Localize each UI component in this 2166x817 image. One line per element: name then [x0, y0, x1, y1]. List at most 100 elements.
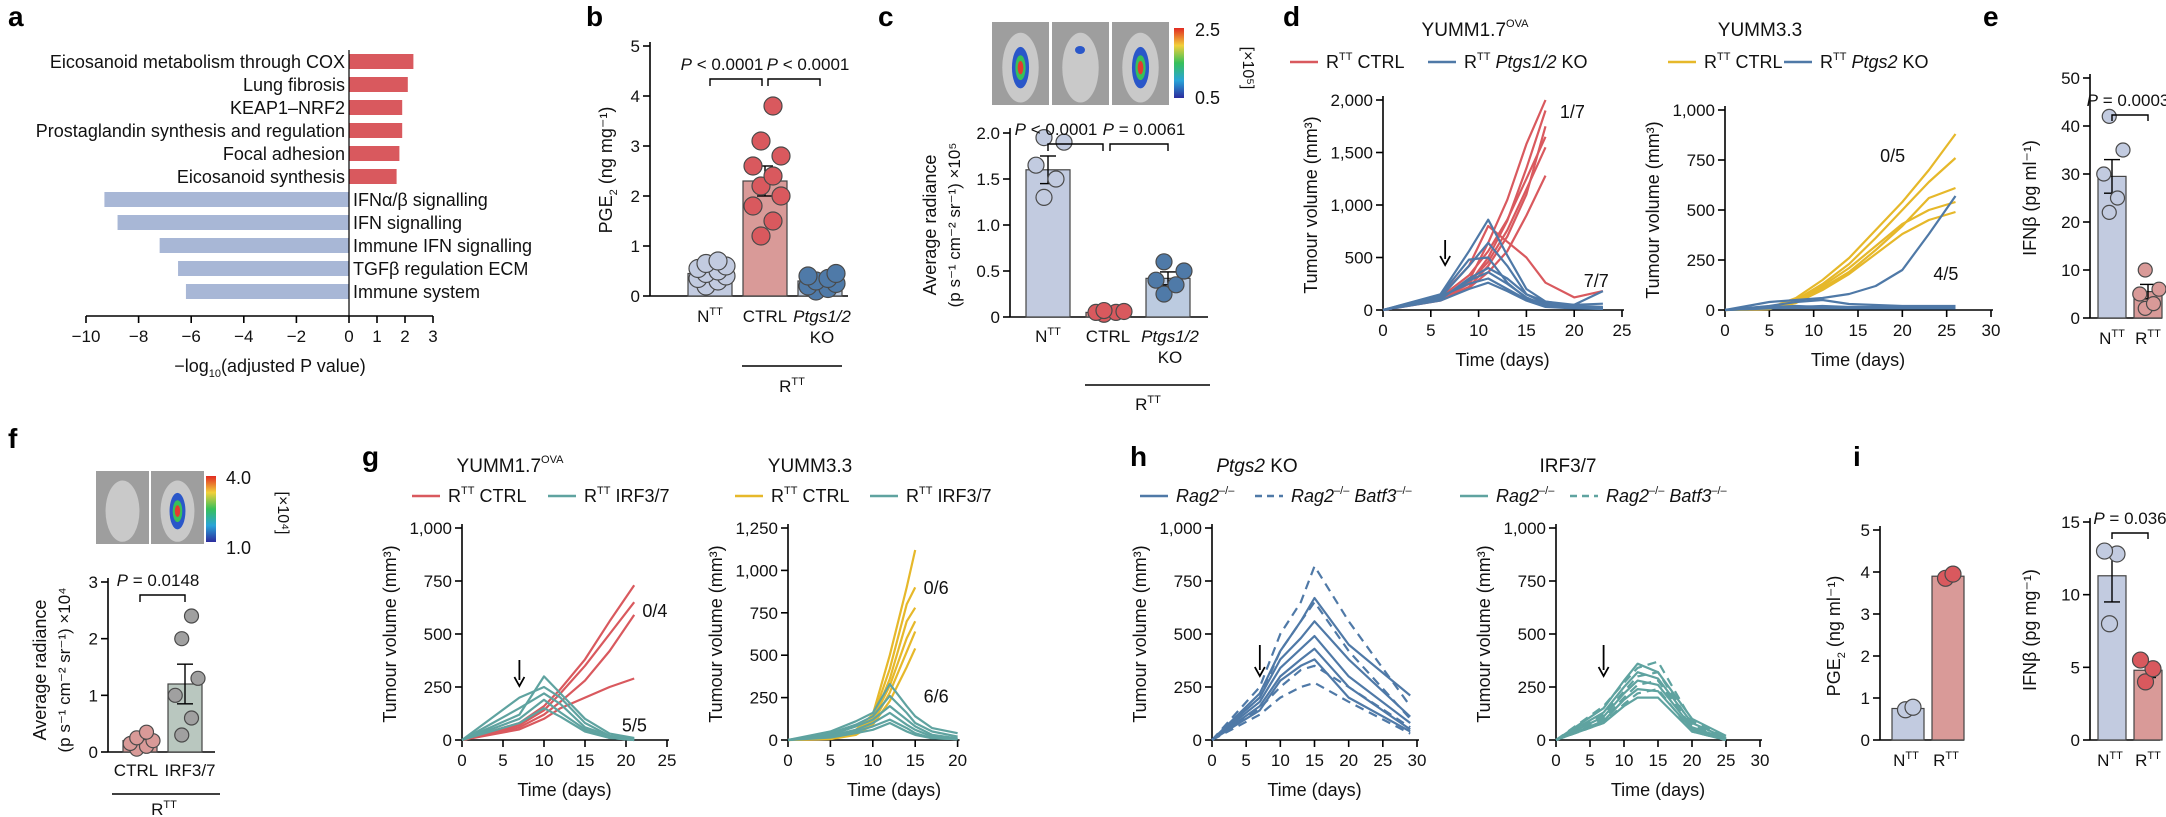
x-tick-label: 10 — [535, 751, 554, 770]
text-part: R — [2135, 751, 2147, 770]
text-part: R — [584, 486, 597, 506]
x-tick-label: 15 — [576, 751, 595, 770]
text-part: CTRL — [1086, 327, 1130, 346]
x-axis-label: Time (days) — [1611, 780, 1705, 800]
category-label: Ptgs1/2 — [793, 307, 851, 326]
text-part: Tumour volume (mm³) — [1474, 545, 1494, 722]
y-tick-label: 0 — [443, 731, 452, 750]
data-point — [138, 724, 155, 740]
series-line-1-5 — [787, 721, 958, 742]
p-value-label: P = 0.0003 — [2087, 91, 2166, 110]
text-part: TT — [709, 306, 723, 318]
text-part: OVA — [541, 454, 564, 466]
pathway-label: TGFβ regulation ECM — [353, 259, 528, 279]
text-part: R — [2135, 329, 2147, 348]
y-tick-label: 5 — [2071, 658, 2080, 677]
bar-1 — [1931, 575, 1965, 741]
data-point — [1055, 133, 1073, 151]
legend-label: Rag2–/– Batf3–/– — [1291, 485, 1413, 506]
text-part: IFNβ (pg ml⁻¹) — [2020, 140, 2040, 256]
y-tick-label: 1 — [1861, 689, 1870, 708]
text-part: Tumour volume (mm³) — [1301, 116, 1321, 293]
x-axis-label: Time (days) — [1811, 350, 1905, 370]
p-value-label: P < 0.0001 — [767, 55, 850, 74]
text-part: Average radiance — [920, 155, 940, 296]
data-point — [1155, 253, 1173, 271]
x-tick-label: 0 — [1378, 321, 1387, 340]
category-label: Ptgs1/2 — [1141, 327, 1199, 346]
y-axis-label: Tumour volume (mm³) — [706, 545, 726, 722]
bar-down-3 — [178, 261, 349, 276]
fraction-annotation: 7/7 — [1584, 271, 1609, 291]
y-tick-label: 0 — [1706, 301, 1715, 320]
x-tick-label: 20 — [948, 751, 967, 770]
pathway-label: Immune system — [353, 282, 480, 302]
series-line-1-1 — [1555, 671, 1727, 741]
x-tick-label: 0 — [1551, 751, 1560, 770]
text-part: Rag2 — [1176, 486, 1219, 506]
category-label: RTT — [1933, 750, 1959, 770]
bar-down-4 — [185, 284, 349, 299]
fraction-annotation: 0/5 — [1880, 146, 1905, 166]
series-line-0-5 — [787, 647, 917, 742]
x-tick-label: 10 — [1469, 321, 1488, 340]
colorbar-max-label: 2.5 — [1195, 20, 1220, 40]
text-part: CTRL — [474, 486, 526, 506]
text-part: R — [1464, 52, 1477, 72]
y-tick-label: 0 — [1193, 731, 1202, 750]
text-part: TT — [919, 485, 933, 497]
colorbar-min-label: 1.0 — [226, 538, 251, 558]
text-part: Batf3 — [1349, 486, 1396, 506]
bar-down-1 — [117, 215, 349, 230]
y-tick-label: 0 — [2071, 731, 2080, 750]
text-part: Average radiance — [30, 600, 50, 741]
text-part: Batf3 — [1664, 486, 1711, 506]
mouse-body-icon — [1062, 32, 1099, 103]
text-part: TT — [1717, 51, 1731, 63]
chart-title: Ptgs2 KO — [1216, 456, 1297, 477]
text-part: 10 — [209, 368, 221, 380]
y-tick-label: 1,000 — [1159, 519, 1202, 538]
significance-bracket — [1047, 143, 1104, 151]
chart-title: YUMM1.7OVA — [1422, 18, 1530, 41]
text-part: R — [906, 486, 919, 506]
x-axis-label: Time (days) — [517, 780, 611, 800]
x-tick-label: 0 — [1720, 321, 1729, 340]
text-part: (ng mg⁻¹) — [596, 107, 616, 190]
text-part: 2 — [608, 189, 620, 195]
x-tick-label: 3 — [428, 327, 437, 346]
data-point — [1944, 565, 1962, 583]
x-axis-label: Time (days) — [1455, 350, 1549, 370]
fraction-annotation: 5/5 — [622, 716, 647, 736]
y-tick-label: 1,000 — [1672, 101, 1715, 120]
text-part: Tumour volume (mm³) — [706, 545, 726, 722]
text-part: TT — [1047, 326, 1061, 338]
x-tick-label: 0 — [783, 751, 792, 770]
y-tick-label: 1,250 — [735, 519, 778, 538]
text-part: N — [2097, 751, 2109, 770]
data-point — [1904, 698, 1922, 716]
y-tick-label: 500 — [750, 646, 778, 665]
data-point — [1095, 301, 1113, 320]
y-axis-label: Tumour volume (mm³) — [1474, 545, 1494, 722]
x-tick-label: 5 — [1585, 751, 1594, 770]
legend-label: RTT CTRL — [1326, 51, 1404, 72]
data-point — [174, 727, 190, 743]
text-part: CTRL — [1730, 52, 1782, 72]
fraction-annotation: 6/6 — [924, 687, 949, 707]
data-point — [1115, 302, 1133, 321]
p-value-label: P = 0.0148 — [117, 571, 200, 590]
y-tick-label: 250 — [424, 678, 452, 697]
y-tick-label: 3 — [89, 573, 98, 592]
text-part: YUMM3.3 — [768, 456, 852, 477]
data-point — [183, 710, 200, 726]
x-tick-label: 10 — [1615, 751, 1634, 770]
series-line-1-0 — [1555, 660, 1727, 741]
significance-bracket — [2111, 114, 2149, 121]
p-letter: P — [1103, 120, 1115, 139]
y-axis-label-line1: Average radiance — [30, 600, 50, 741]
signal-blob-icon — [1017, 61, 1024, 75]
series-line-1-2 — [1211, 664, 1411, 741]
y-tick-label: 3 — [631, 137, 640, 156]
